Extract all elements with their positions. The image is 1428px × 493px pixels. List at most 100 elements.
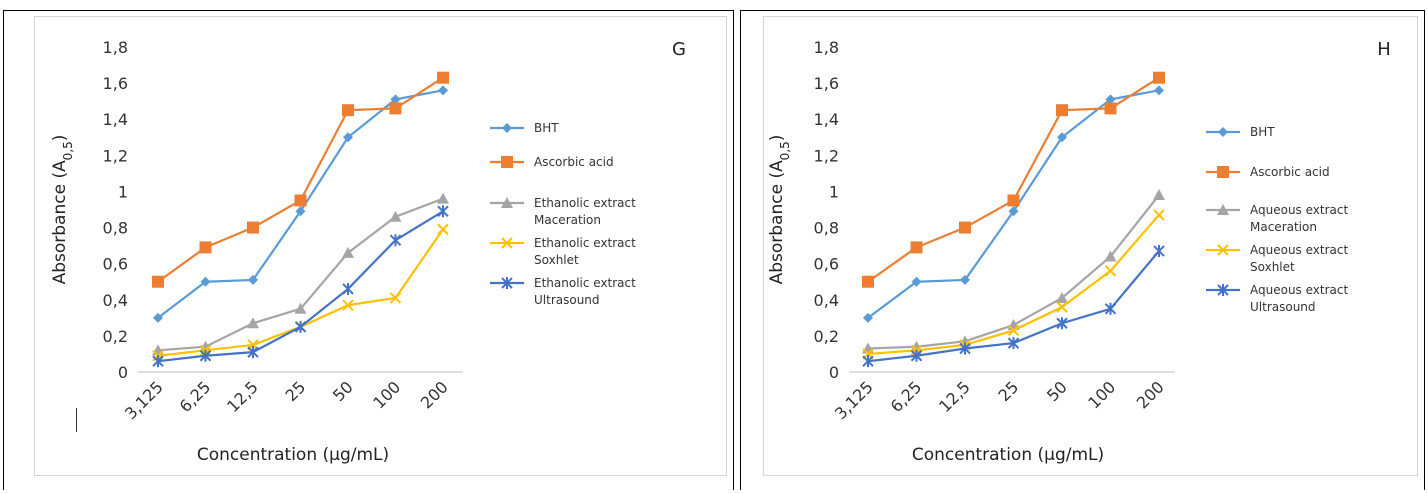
chart-h-x-tick-label: 3,125 — [831, 377, 877, 423]
chart-h-data-point — [1008, 206, 1019, 217]
chart-h-y-tick-label: 0 — [829, 363, 839, 382]
chart-h-data-point — [1056, 301, 1068, 313]
chart-g-data-point — [438, 85, 448, 96]
chart-h-y-tick-label: 0,8 — [814, 219, 839, 238]
chart-h-legend-entry: Aqueous extract Soxhlet — [1206, 243, 1348, 274]
chart-g-legend-label: Ethanolic extract — [534, 236, 636, 250]
chart-h-data-point — [1104, 302, 1117, 315]
table-top-border-left — [3, 10, 734, 11]
chart-g-data-point — [248, 274, 258, 285]
chart-h-legend-marker — [1217, 244, 1229, 256]
chart-frame-g — [34, 16, 727, 476]
chart-h-data-point — [1057, 132, 1067, 143]
chart-g-y-tick-label: 1,2 — [103, 146, 128, 165]
chart-g-data-point — [343, 132, 353, 143]
chart-g-legend-label: Ethanolic extract — [534, 276, 636, 290]
chart-h-data-point — [910, 349, 923, 362]
table-top-border-right — [740, 10, 1425, 11]
chart-g-legend-label: BHT — [534, 121, 559, 135]
chart-h-legend-label: Aqueous extract — [1250, 283, 1348, 297]
chart-h-data-point — [1007, 194, 1020, 207]
chart-g-legend-marker — [501, 156, 513, 168]
chart-h-panel-letter: H — [1377, 39, 1391, 60]
chart-h-data-point — [862, 355, 874, 368]
chart-g-x-tick-label: 12,5 — [223, 377, 262, 416]
chart-g-x-tick-label: 50 — [329, 377, 357, 405]
chart-h-legend-label: Ascorbic acid — [1250, 165, 1330, 179]
chart-h-series-1 — [863, 85, 1164, 323]
chart-h-legend-marker — [1217, 284, 1229, 296]
chart-h-legend-marker — [1218, 127, 1228, 137]
chart-h-y-tick-label: 1,8 — [814, 38, 839, 57]
chart-g-data-point — [389, 234, 402, 247]
chart-g-data-point — [200, 276, 211, 287]
chart-h-data-point — [1104, 250, 1117, 262]
chart-h-legend-label: Soxhlet — [1250, 260, 1295, 274]
chart-h-legend-entry: BHT — [1206, 125, 1275, 139]
chart-h-y-tick-label: 1,2 — [814, 146, 839, 165]
chart-h-legend-marker — [1217, 166, 1229, 178]
chart-g-data-point — [294, 320, 307, 333]
chart-h-data-point — [1007, 337, 1020, 350]
chart-g-y-tick-label: 1,6 — [103, 74, 128, 93]
chart-h-data-point — [1056, 104, 1068, 117]
chart-h-data-point — [960, 274, 970, 285]
chart-h-data-point — [1105, 94, 1116, 105]
chart-h-series-5 — [862, 245, 1165, 368]
chart-g-x-tick-label: 100 — [369, 377, 404, 412]
chart-g-legend-label: Soxhlet — [534, 253, 579, 267]
chart-h-y-tick-label: 1,6 — [814, 74, 839, 93]
chart-g-x-axis-label: Concentration (µg/mL) — [197, 445, 389, 465]
chart-h: 0 0,2 0,4 0,6 0,8 1 1,2 1,4 1,6 1,8 3,125 6,25 12,5 2… — [767, 38, 1391, 465]
chart-g-data-point — [152, 275, 164, 288]
chart-g-legend-marker — [501, 237, 513, 249]
chart-h-data-point — [1104, 265, 1117, 277]
chart-g-data-point — [152, 355, 164, 368]
chart-h-x-tick-label: 12,5 — [935, 377, 974, 416]
chart-g-y-tick-label: 0,2 — [103, 327, 128, 346]
chart-h-y-tick-label: 1 — [829, 182, 839, 201]
chart-g-series-1 — [153, 85, 448, 323]
chart-h-data-point — [862, 275, 874, 288]
chart-g-legend-marker — [501, 197, 513, 208]
chart-g-x-tick-label: 200 — [417, 377, 452, 412]
chart-g-data-point — [342, 282, 354, 295]
chart-h-y-tick-label: 0,4 — [814, 291, 839, 310]
chart-h-data-point — [1154, 85, 1164, 96]
chart-h-y-tick-label: 1,4 — [814, 110, 839, 129]
chart-g-legend-marker — [502, 123, 512, 133]
chart-g-y-tick-label: 0,6 — [103, 255, 128, 274]
chart-g-data-point — [294, 302, 307, 314]
chart-g-data-point — [437, 192, 449, 204]
chart-g-data-point — [295, 206, 306, 217]
chart-h-legend-entry: Aqueous extract Maceration — [1206, 203, 1348, 234]
chart-h-legend-label: Aqueous extract — [1250, 203, 1348, 217]
chart-g-y-tick-label: 1 — [118, 182, 128, 201]
chart-g-legend-label: Ethanolic extract — [534, 196, 636, 210]
chart-h-legend-entry: Ascorbic acid — [1206, 165, 1330, 179]
chart-h-legend-label: Ultrasound — [1250, 300, 1316, 314]
chart-g-legend-entry: BHT — [490, 121, 559, 135]
chart-g-data-point — [247, 346, 259, 359]
chart-h-y-tick-label: 0,2 — [814, 327, 839, 346]
chart-cell-h — [740, 10, 1425, 490]
chart-g-y-axis-label: Absorbance (A0,5) — [50, 135, 75, 285]
chart-h-legend-marker — [1217, 204, 1229, 215]
chart-g-legend-entry: Ascorbic acid — [490, 155, 614, 169]
chart-g: 0 0,2 0,4 0,6 0,8 1 1,2 1,4 1,6 1,8 3,125 6,25 12,5 2… — [50, 38, 686, 465]
chart-g-legend-label: Maceration — [534, 213, 601, 227]
chart-g-x-tick-label: 6,25 — [176, 377, 215, 416]
chart-g-y-tick-label: 0,8 — [103, 219, 128, 238]
chart-h-data-point — [1056, 291, 1068, 303]
chart-g-y-tick-label: 0 — [118, 363, 128, 382]
chart-g-data-point — [342, 299, 354, 311]
chart-h-legend-label: Aqueous extract — [1250, 243, 1348, 257]
chart-g-panel-letter: G — [672, 39, 686, 60]
chart-g-data-point — [247, 221, 259, 234]
chart-g-series-4 — [152, 223, 449, 362]
chart-g-data-point — [247, 317, 259, 329]
chart-g-data-point — [437, 223, 449, 236]
chart-g-y-tick-label: 1,4 — [103, 110, 128, 129]
chart-h-data-point — [1153, 71, 1165, 84]
chart-h-x-tick-label: 6,25 — [887, 377, 926, 416]
